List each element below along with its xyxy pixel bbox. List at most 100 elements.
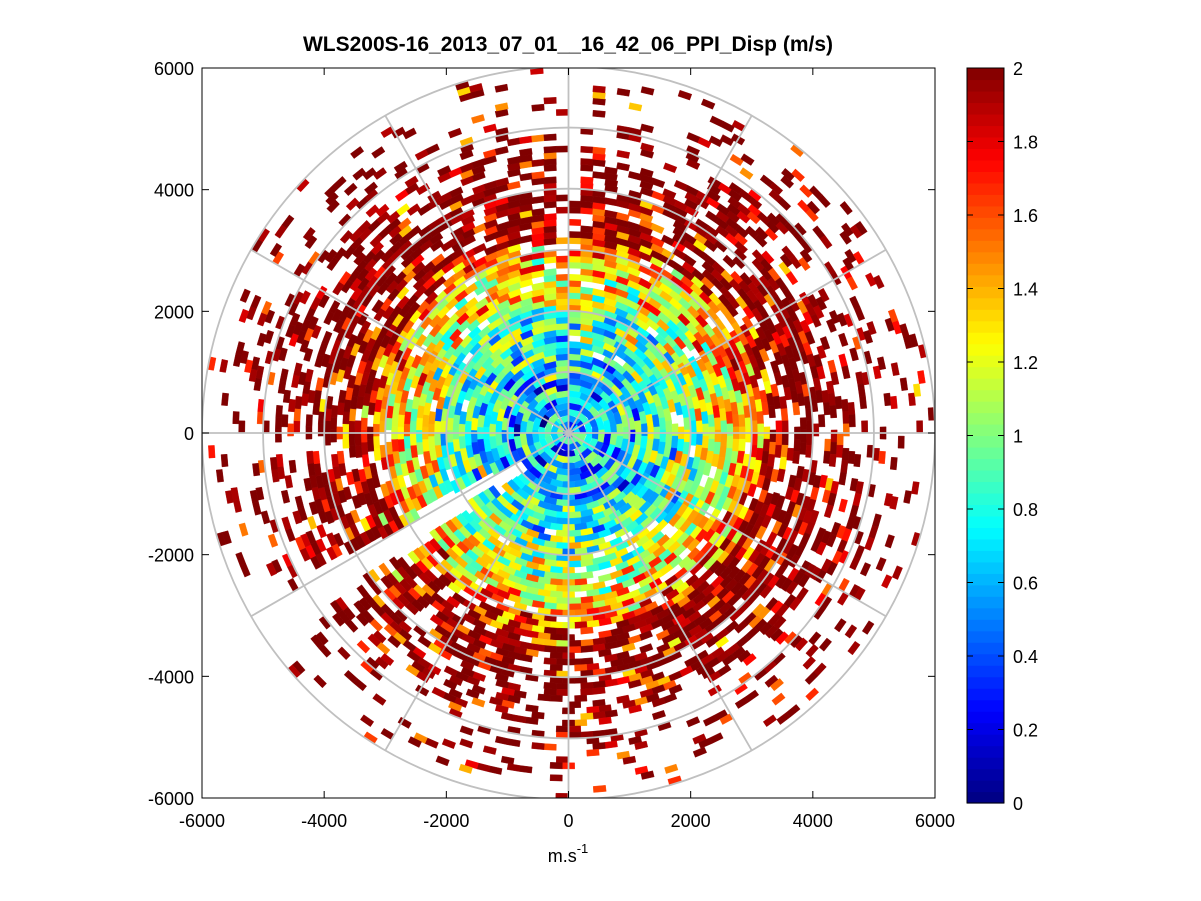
ppi-cell xyxy=(403,435,411,449)
ppi-cell xyxy=(842,423,850,437)
ppi-cell xyxy=(665,420,673,434)
colorbar-step xyxy=(967,309,1004,322)
ppi-cell xyxy=(555,658,569,666)
ppi-cell xyxy=(388,556,402,571)
ppi-cell xyxy=(250,356,261,371)
ppi-cell xyxy=(391,414,399,428)
ppi-cell xyxy=(308,501,319,516)
ppi-cell xyxy=(208,445,216,459)
x-tick-label: 6000 xyxy=(915,811,955,831)
ppi-cell xyxy=(568,316,582,324)
colorbar-gradient xyxy=(967,68,1004,804)
ppi-cell xyxy=(793,438,801,452)
ppi-cell xyxy=(300,533,311,548)
ppi-cell xyxy=(555,603,569,611)
ppi-cell xyxy=(665,432,673,446)
ppi-cell xyxy=(555,682,569,690)
ppi-cell xyxy=(568,542,582,550)
ppi-cell xyxy=(407,550,421,565)
azimuth-spoke xyxy=(384,115,570,434)
ppi-cell xyxy=(911,481,920,495)
ppi-cell xyxy=(640,142,655,153)
ppi-cell xyxy=(371,299,384,314)
ppi-cell xyxy=(519,148,533,157)
ppi-cell xyxy=(568,255,582,263)
ppi-cell xyxy=(555,725,569,733)
ppi-cell xyxy=(628,704,643,714)
ppi-cell xyxy=(354,420,362,434)
colorbar-step xyxy=(967,630,1004,643)
ppi-cell xyxy=(443,665,458,677)
ppi-cell xyxy=(792,450,801,465)
azimuth-spoke xyxy=(384,432,570,751)
ppi-cell xyxy=(470,429,478,443)
ppi-cell xyxy=(531,742,545,750)
ppi-cell xyxy=(339,230,354,244)
ppi-cell xyxy=(427,190,442,203)
ppi-cell xyxy=(338,389,347,404)
colorbar-step xyxy=(967,757,1004,770)
ppi-cell xyxy=(568,261,582,269)
ppi-cell xyxy=(333,247,347,262)
colorbar-step xyxy=(967,401,1004,414)
x-axis-label-text: m.s xyxy=(548,846,577,866)
ppi-cell xyxy=(764,227,779,242)
ppi-cell xyxy=(592,686,606,695)
ppi-cell xyxy=(360,441,369,455)
ppi-cell xyxy=(378,562,391,577)
ppi-cell xyxy=(555,529,569,538)
ppi-cell xyxy=(823,504,834,519)
ppi-cell xyxy=(800,429,807,443)
ppi-cell xyxy=(580,626,594,635)
ppi-cell xyxy=(692,733,707,745)
ppi-cell xyxy=(568,341,582,349)
ppi-cell xyxy=(838,332,849,347)
ppi-cell xyxy=(592,171,606,180)
ppi-cell xyxy=(695,663,710,676)
y-tick-label: 0 xyxy=(184,424,194,444)
ppi-cell xyxy=(433,420,442,434)
ppi-cell xyxy=(568,572,582,580)
ppi-cell xyxy=(817,287,830,303)
ppi-cell xyxy=(495,177,510,187)
ppi-cell xyxy=(838,471,847,486)
ppi-cell xyxy=(269,456,278,471)
ppi-cell xyxy=(830,429,838,443)
x-axis-label-superscript: -1 xyxy=(577,841,589,856)
ppi-cell xyxy=(799,441,807,455)
ppi-cell xyxy=(838,498,848,513)
ppi-cell xyxy=(580,164,594,172)
ppi-cell xyxy=(391,438,399,452)
ppi-cell xyxy=(568,359,582,368)
azimuth-spoke xyxy=(567,432,753,751)
ppi-cell xyxy=(543,133,557,142)
ppi-cell xyxy=(465,688,480,700)
ppi-cell xyxy=(360,429,368,443)
ppi-cell xyxy=(815,296,828,311)
ppi-cell xyxy=(431,253,446,267)
ppi-cell xyxy=(549,694,563,702)
ppi-cell xyxy=(568,640,582,648)
ppi-cell xyxy=(365,204,380,218)
colorbar-step xyxy=(967,469,1004,483)
ppi-cell xyxy=(757,435,765,449)
ppi-cell xyxy=(332,612,346,627)
ppi-cell xyxy=(769,182,784,196)
ppi-cell xyxy=(494,672,509,683)
ppi-cell xyxy=(759,621,773,636)
colorbar-step xyxy=(967,561,1004,574)
colorbar-step xyxy=(967,251,1004,264)
ppi-cell xyxy=(531,171,545,180)
ppi-cell xyxy=(574,664,588,672)
colorbar-step xyxy=(967,263,1004,276)
ppi-cell xyxy=(293,420,301,434)
ppi-cell xyxy=(854,220,868,236)
ppi-cell xyxy=(568,322,582,331)
colorbar-step xyxy=(967,182,1004,195)
ppi-cell xyxy=(305,530,317,545)
ppi-cell xyxy=(349,509,361,524)
y-tick-label: -4000 xyxy=(148,667,194,687)
axis-ticks: -6000 -4000 -2000 0 2000 4000 6000 6000 4000 2000… xyxy=(148,59,955,831)
ppi-cell xyxy=(604,178,619,188)
ppi-cell xyxy=(235,341,246,356)
